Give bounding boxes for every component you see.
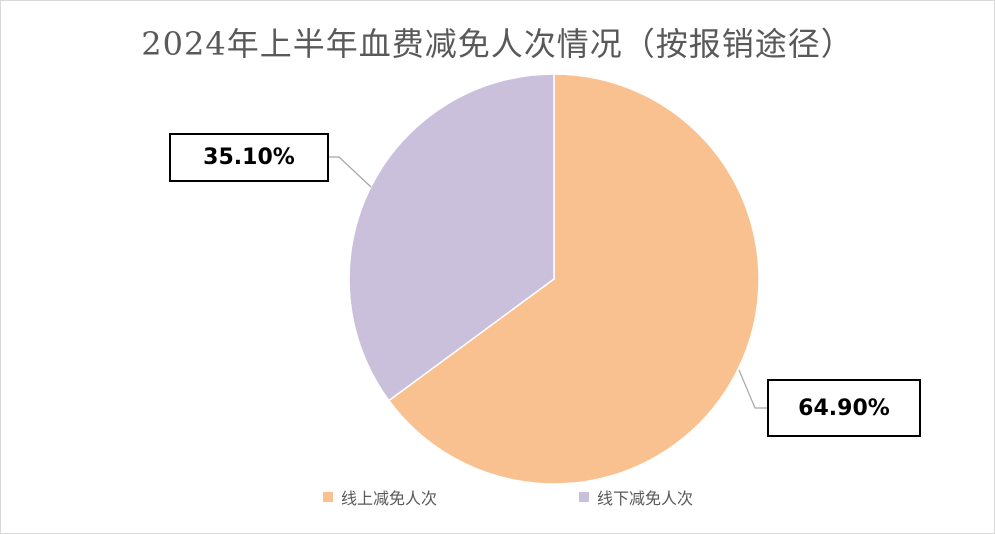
- legend-label-online: 线上减免人次: [341, 489, 438, 508]
- legend-item-online: 线上减免人次: [323, 485, 437, 509]
- leader-line-offline: [329, 156, 372, 188]
- leader-line-online: [738, 369, 767, 409]
- pie-slice-online: [387, 73, 760, 485]
- legend-swatch-online: [323, 492, 333, 502]
- leader-lines: [329, 156, 767, 409]
- legend-swatch-offline: [579, 492, 589, 502]
- data-label-offline: 35.10%: [169, 133, 329, 182]
- legend: 线上减免人次 线下减免人次: [1, 485, 994, 509]
- legend-label-offline: 线下减免人次: [597, 489, 694, 508]
- data-label-online: 64.90%: [767, 379, 921, 437]
- pie-slices: [348, 73, 760, 485]
- legend-item-offline: 线下减免人次: [579, 485, 693, 509]
- chart-title: 2024年上半年血费减免人次情况（按报销途径）: [141, 25, 854, 63]
